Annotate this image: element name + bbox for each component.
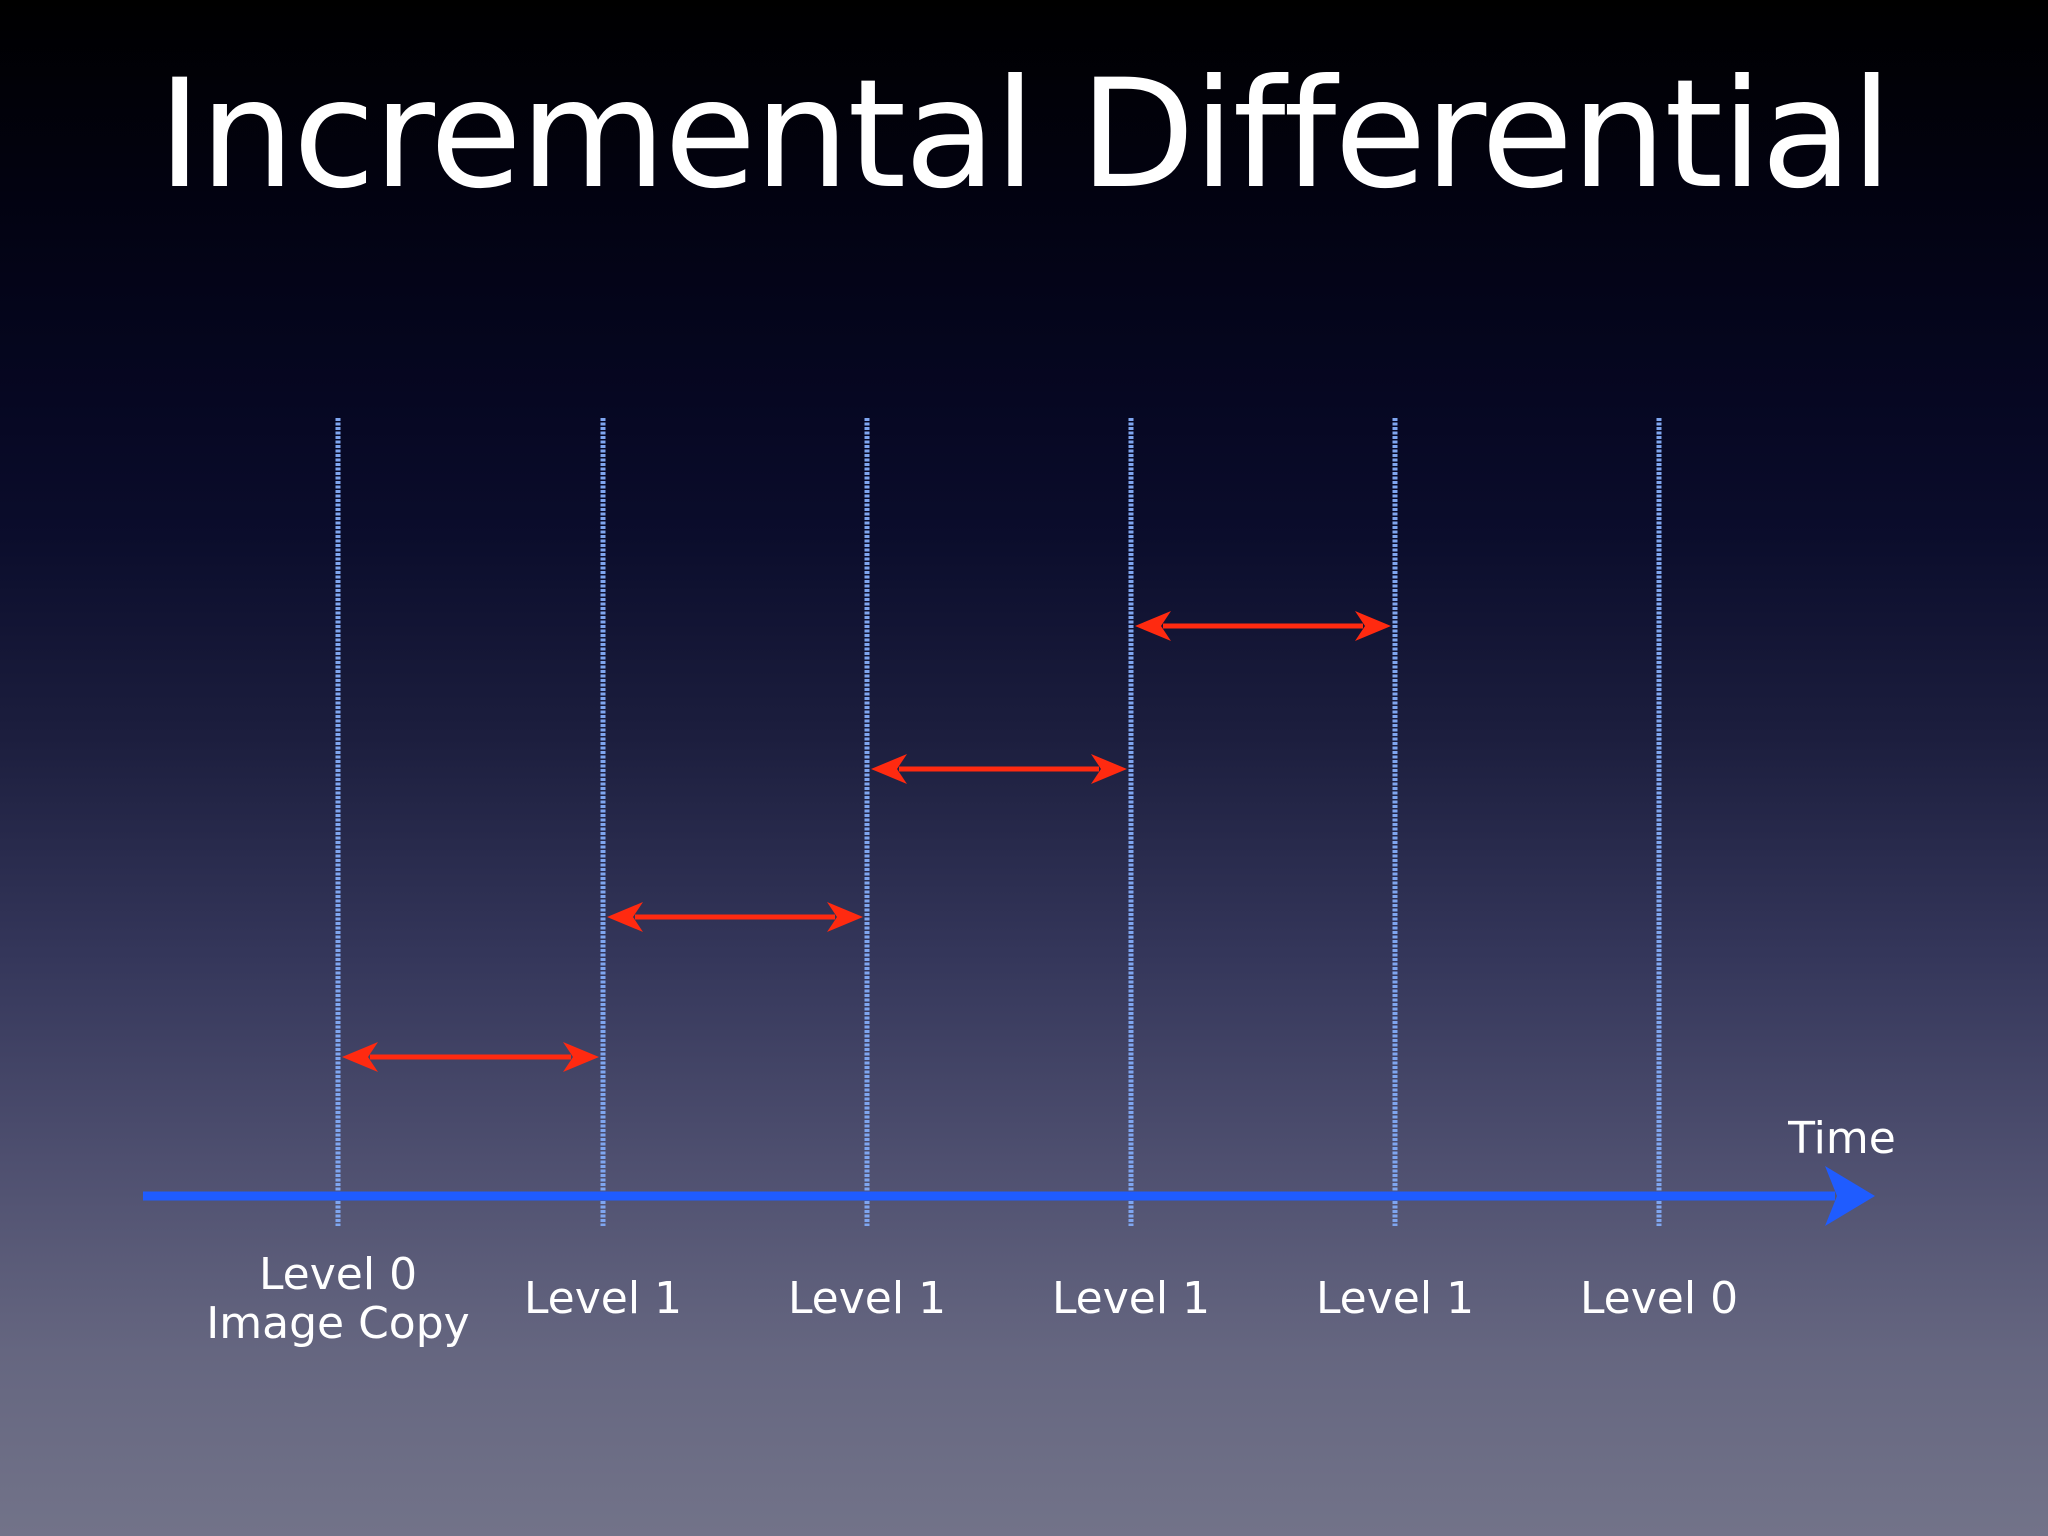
differential-arrow-4-right-head	[1355, 611, 1391, 641]
slide-title: Incremental Differential	[157, 48, 1893, 222]
differential-arrow-4-left-head	[1135, 611, 1171, 641]
backup-label-1-line2: Image Copy	[206, 1298, 469, 1349]
backup-label-3: Level 1	[788, 1273, 946, 1324]
differential-arrow-2-right-head	[827, 902, 863, 932]
backup-label-6: Level 0	[1580, 1273, 1738, 1324]
backup-lines	[335, 418, 1662, 1226]
time-axis-label: Time	[1787, 1113, 1896, 1164]
backup-label-4: Level 1	[1052, 1273, 1210, 1324]
backup-label-5: Level 1	[1316, 1273, 1474, 1324]
backup-label-1-line1: Level 0	[259, 1249, 417, 1300]
differential-arrow-1-left-head	[342, 1042, 378, 1072]
differential-arrow-3-left-head	[871, 754, 907, 784]
time-axis: Time	[143, 1113, 1896, 1226]
backup-label-2: Level 1	[524, 1273, 682, 1324]
differential-arrows	[342, 611, 1391, 1072]
differential-arrow-3-right-head	[1091, 754, 1127, 784]
differential-arrow-1-right-head	[563, 1042, 599, 1072]
differential-arrow-2-left-head	[607, 902, 643, 932]
time-axis-arrowhead	[1825, 1166, 1875, 1226]
